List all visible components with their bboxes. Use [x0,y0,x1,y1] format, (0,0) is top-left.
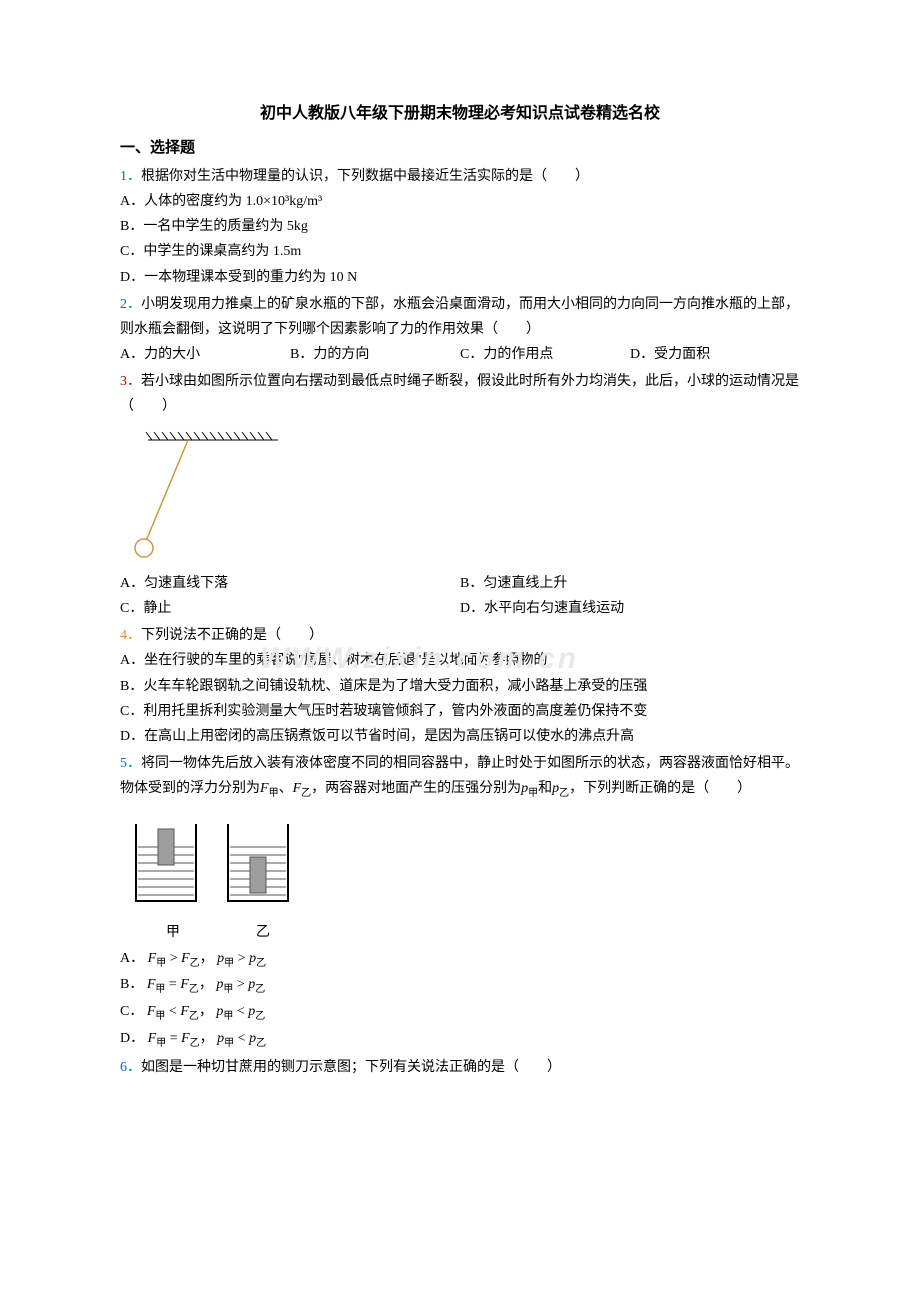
sub: 甲 [155,984,165,995]
question-1: 1．根据你对生活中物理量的认识，下列数据中最接近生活实际的是（ ） A．人体的密… [120,164,800,290]
opt-prefix: B． [120,977,143,992]
rel: < [165,1004,180,1019]
section-heading: 一、选择题 [120,135,800,162]
sub: 甲 [224,1038,234,1049]
sub-yi: 乙 [301,788,311,799]
F-yi: F [293,781,302,796]
pendulum-figure [128,428,800,567]
sub-jia: 甲 [269,788,279,799]
sym: p [249,1031,256,1046]
option-D: D．水平向右匀速直线运动 [460,596,800,621]
rel: > [234,951,249,966]
rel: < [233,1004,248,1019]
label-yi: 乙 [218,920,308,945]
sub: 乙 [190,1038,200,1049]
option-B: B．力的方向 [290,342,460,367]
sym: p [249,951,256,966]
stem-part2: 、 [279,781,293,796]
sub: 乙 [255,1011,265,1022]
F-jia: F [260,781,269,796]
sub: 乙 [256,1038,266,1049]
beakers-figure [128,809,800,918]
sym: F [148,951,157,966]
option-D: D． F甲 = F乙， p甲 < p乙 [120,1026,800,1053]
rel: > [166,951,181,966]
sub: 乙 [189,1011,199,1022]
sym: F [148,1031,157,1046]
option-C: C． F甲 < F乙， p甲 < p乙 [120,999,800,1026]
option-D: D．受力面积 [630,342,800,367]
sym: F [181,1031,190,1046]
opt-prefix: D． [120,1031,144,1046]
option-A: A． F甲 > F乙， p甲 > p乙 [120,946,800,973]
question-3: 3．若小球由如图所示位置向右摆动到最低点时绳子断裂，假设此时所有外力均消失，此后… [120,369,800,621]
sym: F [180,977,189,992]
sub: 乙 [256,957,266,968]
option-C: C．利用托里拆利实验测量大气压时若玻璃管倾斜了，管内外液面的高度差仍保持不变 [120,699,800,724]
option-A: A．人体的密度约为 1.0×10³kg/m³ [120,189,800,214]
rel: = [165,977,180,992]
question-4: 4．下列说法不正确的是（ ） A．坐在行驶的车里的乘客说"房屋、树木在后退"是以… [120,623,800,749]
rel: > [233,977,248,992]
option-C: C．中学生的课桌高约为 1.5m [120,239,800,264]
page-title: 初中人教版八年级下册期末物理必考知识点试卷精选名校 [120,100,800,129]
pendulum-svg [128,428,278,558]
option-A: A．坐在行驶的车里的乘客说"房屋、树木在后退"是以地面为参照物的 [120,648,800,673]
sub: 甲 [223,984,233,995]
beakers-svg [128,809,318,909]
qnum: 3． [120,374,141,389]
sub: 甲 [224,957,234,968]
sub-jia2: 甲 [528,788,538,799]
option-B: B． F甲 = F乙， p甲 > p乙 [120,972,800,999]
stem: 根据你对生活中物理量的认识，下列数据中最接近生活实际的是（ ） [141,169,589,184]
option-B: B．一名中学生的质量约为 5kg [120,214,800,239]
stem: 若小球由如图所示位置向右摆动到最低点时绳子断裂，假设此时所有外力均消失，此后，小… [120,374,799,414]
sub: 乙 [190,957,200,968]
qnum: 4． [120,628,141,643]
qnum: 2． [120,297,141,312]
question-5: 5．将同一物体先后放入装有液体密度不同的相同容器中，静止时处于如图所示的状态，两… [120,751,800,1053]
option-B: B．匀速直线上升 [460,571,800,596]
beaker-labels: 甲 乙 [128,920,308,945]
stem: 下列说法不正确的是（ ） [141,628,323,643]
stem: 如图是一种切甘蔗用的铡刀示意图；下列有关说法正确的是（ ） [141,1060,561,1075]
comma: ， [200,951,218,966]
qnum: 6． [120,1060,141,1075]
sub: 甲 [156,957,166,968]
comma: ， [200,1031,218,1046]
question-6: 6．如图是一种切甘蔗用的铡刀示意图；下列有关说法正确的是（ ） [120,1055,800,1080]
sub: 甲 [155,1011,165,1022]
sym: F [181,951,190,966]
option-C: C．静止 [120,596,460,621]
option-A: A．匀速直线下落 [120,571,460,596]
qnum: 1． [120,169,141,184]
sym: F [180,1004,189,1019]
stem: 小明发现用力推桌上的矿泉水瓶的下部，水瓶会沿桌面滑动，而用大小相同的力向同一方向… [120,297,799,337]
rel: = [166,1031,181,1046]
opt-prefix: A． [120,951,144,966]
option-D: D．在高山上用密闭的高压锅煮饭可以节省时间，是因为高压锅可以使水的沸点升高 [120,724,800,749]
label-jia: 甲 [128,920,218,945]
stem-part3: ，两容器对地面产生的压强分别为 [311,781,521,796]
qnum: 5． [120,756,141,771]
stem-part4: 和 [538,781,552,796]
option-B: B．火车车轮跟钢轨之间铺设轨枕、道床是为了增大受力面积，减小路基上承受的压强 [120,674,800,699]
sub: 乙 [189,984,199,995]
option-A: A．力的大小 [120,342,290,367]
sub: 甲 [156,1038,166,1049]
comma: ， [199,1004,217,1019]
rel: < [234,1031,249,1046]
option-C: C．力的作用点 [460,342,630,367]
sub: 乙 [255,984,265,995]
question-2: 2．小明发现用力推桌上的矿泉水瓶的下部，水瓶会沿桌面滑动，而用大小相同的力向同一… [120,292,800,368]
sub-yi2: 乙 [559,788,569,799]
opt-prefix: C． [120,1004,143,1019]
comma: ， [199,977,217,992]
option-D: D．一本物理课本受到的重力约为 10 N [120,265,800,290]
stem-part5: ，下列判断正确的是（ ） [569,781,751,796]
sub: 甲 [223,1011,233,1022]
